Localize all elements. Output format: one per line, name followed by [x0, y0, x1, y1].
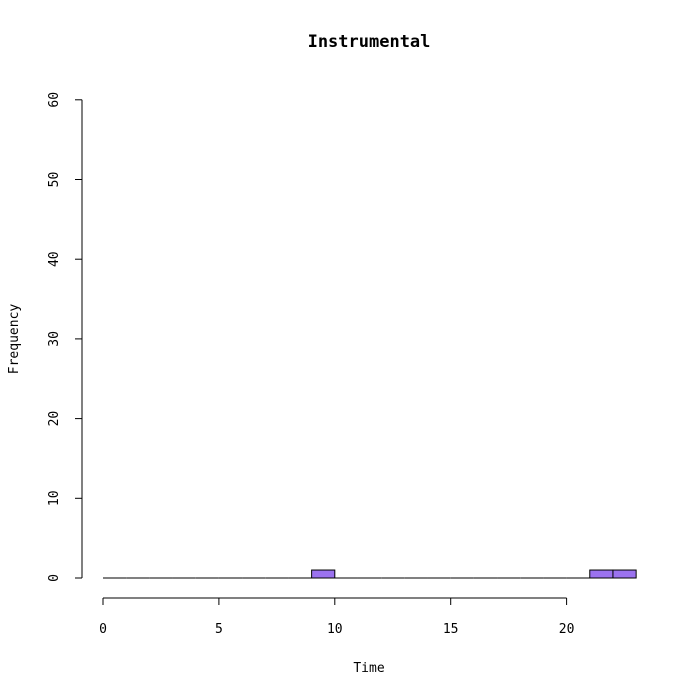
x-tick-label: 20	[559, 622, 575, 637]
y-axis-label: Frequency	[7, 304, 22, 375]
y-tick-label: 0	[47, 574, 62, 582]
y-tick-label: 20	[47, 411, 62, 427]
histogram-bar	[589, 569, 614, 579]
histogram-bar	[612, 569, 637, 579]
x-tick-label: 10	[327, 622, 343, 637]
y-tick-label: 40	[47, 251, 62, 267]
x-tick-label: 15	[443, 622, 459, 637]
histogram-bars	[103, 569, 637, 579]
x-tick-label: 0	[99, 622, 107, 637]
y-tick-label: 60	[47, 92, 62, 108]
y-axis: 0 10 20 30 40 50 60	[47, 92, 83, 582]
y-tick-label: 10	[47, 490, 62, 506]
x-axis-label: Time	[353, 661, 384, 676]
chart-title: Instrumental	[308, 32, 431, 52]
y-tick-label: 50	[47, 172, 62, 188]
x-axis: 0 5 10 15 20	[99, 597, 575, 637]
histogram-bar	[311, 569, 336, 579]
x-tick-label: 5	[215, 622, 223, 637]
y-tick-label: 30	[47, 331, 62, 347]
